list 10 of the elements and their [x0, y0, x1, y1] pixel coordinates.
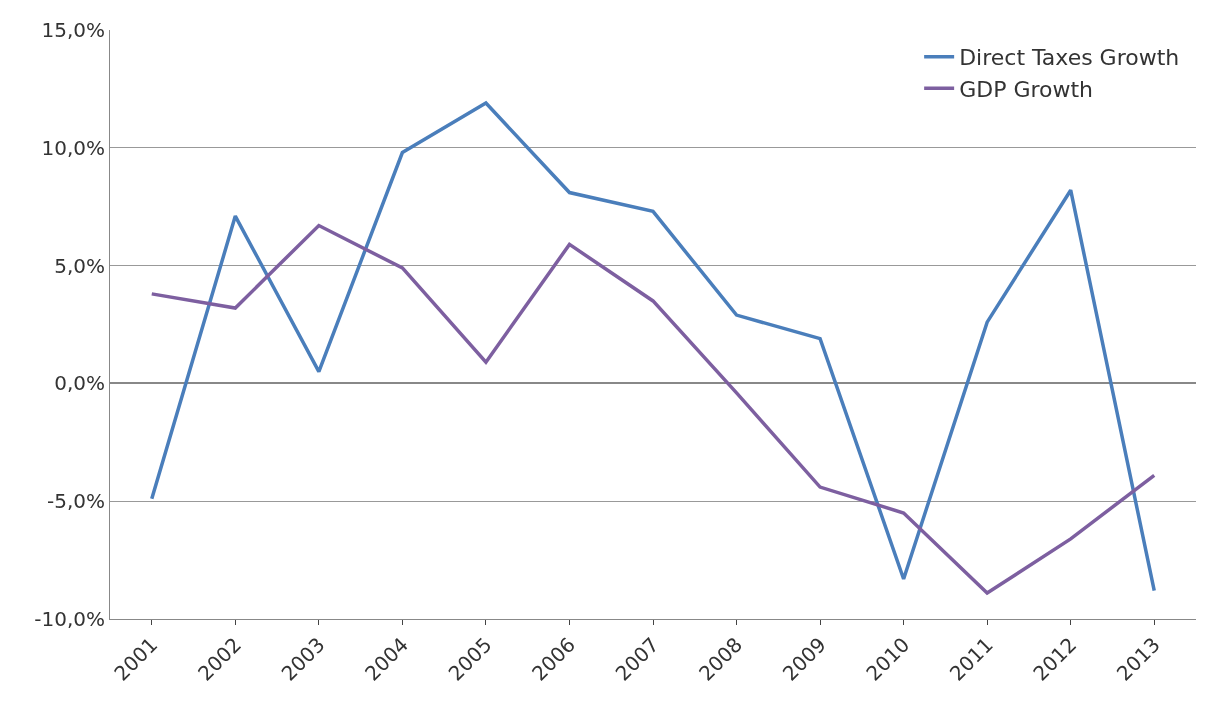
y-tick-label: 10,0% — [41, 135, 105, 160]
line-series — [150, 223, 1156, 595]
legend-label: GDP Growth — [959, 76, 1094, 102]
y-tick-label: 15,0% — [41, 18, 105, 42]
y-tick-label: 5,0% — [54, 253, 105, 278]
line-series — [150, 101, 1156, 593]
legend-label: Direct Taxes Growth — [959, 45, 1180, 71]
y-tick-label: -10,0% — [34, 607, 105, 631]
y-tick-label: -5,0% — [46, 489, 105, 514]
y-tick-label: 0,0% — [54, 371, 105, 396]
